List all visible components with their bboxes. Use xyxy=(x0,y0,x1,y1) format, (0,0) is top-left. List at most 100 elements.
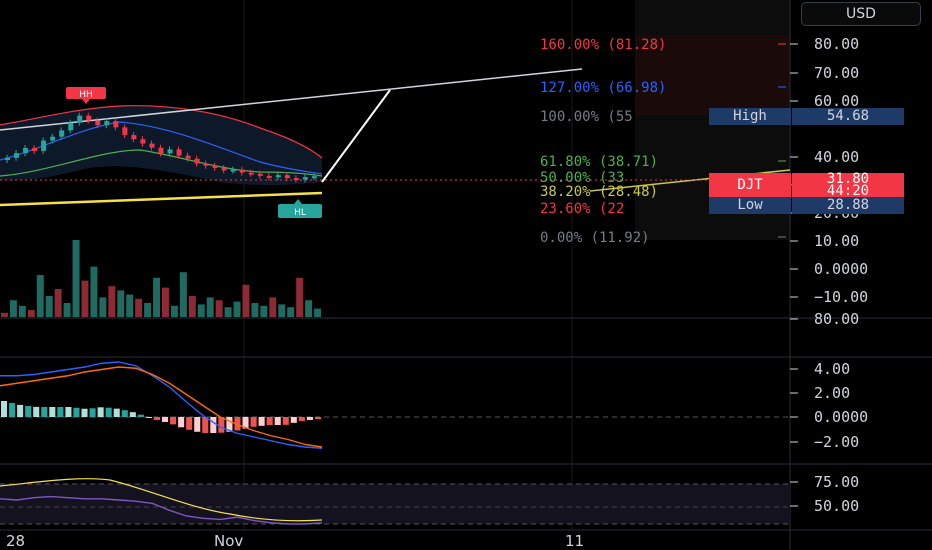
volume-bar xyxy=(215,300,223,317)
high-label: High xyxy=(709,108,791,125)
fib-level-label: 38.20% (28.48) xyxy=(540,184,658,200)
candle xyxy=(77,112,83,126)
macd-hist-bar xyxy=(314,417,321,419)
macd-line xyxy=(0,361,323,449)
rsi-tick: 50.00 xyxy=(814,497,859,515)
macd-hist-bar xyxy=(129,412,136,417)
macd-hist-bar xyxy=(25,405,32,417)
macd-hist-bar xyxy=(298,417,305,421)
candle xyxy=(266,172,272,181)
candle xyxy=(131,132,137,143)
candle xyxy=(158,144,164,157)
volume-bar xyxy=(72,240,80,317)
volume-bars xyxy=(1,240,321,317)
macd-tick: 0.0000 xyxy=(814,408,868,426)
volume-bar xyxy=(233,301,241,317)
candle xyxy=(302,174,308,183)
candle xyxy=(248,169,254,177)
macd-hist-bar xyxy=(137,414,144,417)
macd-axis: 4.00 2.00 0.0000 −2.00 xyxy=(790,360,868,451)
projection-line[interactable] xyxy=(321,89,391,183)
macd-tick: −2.00 xyxy=(814,433,859,451)
macd-hist-bar xyxy=(170,417,177,425)
macd-hist-bar xyxy=(121,410,128,417)
support-trendline[interactable] xyxy=(0,191,323,207)
price-tick: 60.00 xyxy=(814,92,859,110)
macd-hist-bar xyxy=(226,417,233,432)
volume-bar xyxy=(269,297,277,317)
macd-hist-bar xyxy=(89,408,96,417)
candle xyxy=(221,164,227,174)
volume-tick: 80.00 xyxy=(814,310,859,328)
fib-level-label: 50.00% (33 xyxy=(540,170,624,186)
macd-hist-bar xyxy=(33,406,40,417)
candle xyxy=(59,127,65,140)
volume-bar xyxy=(242,284,250,317)
fib-level-label: 160.00% (81.28) xyxy=(540,37,666,53)
volume-bar xyxy=(1,312,8,317)
hh-text: HH xyxy=(79,90,93,100)
currency-button[interactable]: USD xyxy=(801,2,921,26)
macd-hist-bar xyxy=(97,407,104,417)
candle xyxy=(293,175,299,183)
candle xyxy=(284,172,290,182)
macd-hist-bar xyxy=(17,404,24,417)
volume-bar xyxy=(179,272,187,317)
rsi-axis: 75.00 50.00 xyxy=(790,473,859,515)
macd-hist-bar xyxy=(218,417,225,433)
hl-label: HL xyxy=(278,199,322,218)
time-tick: Nov xyxy=(214,532,243,550)
macd-hist-bar xyxy=(153,417,160,421)
volume-bar xyxy=(314,308,321,317)
volume-bar xyxy=(224,307,232,317)
volume-bar xyxy=(305,300,313,317)
volume-bar xyxy=(251,303,259,317)
candles xyxy=(5,112,317,183)
candle xyxy=(140,136,146,147)
fib-level-label: 61.80% (38.71) xyxy=(540,154,658,170)
candle xyxy=(122,124,128,139)
price-tick: 10.00 xyxy=(814,232,859,250)
volume-bar xyxy=(126,294,134,317)
macd-hist-bar xyxy=(274,417,281,425)
fib-level-label: 23.60% (22 xyxy=(540,201,624,217)
candle xyxy=(149,140,155,151)
macd-hist-bar xyxy=(178,417,185,428)
symbol-tag: DJT xyxy=(709,173,791,197)
hh-label: HH xyxy=(66,87,106,104)
high-value: 54.68 xyxy=(792,108,904,125)
current-price: 31.80 xyxy=(826,171,870,187)
price-tick: 40.00 xyxy=(814,148,859,166)
macd-hist-bar xyxy=(242,417,249,429)
candle xyxy=(95,117,101,129)
macd-hist-bar xyxy=(73,407,80,417)
volume-bar xyxy=(108,286,116,317)
volume-bar xyxy=(287,307,295,317)
candle xyxy=(86,112,92,124)
volume-bar xyxy=(296,277,304,317)
macd-hist-bar xyxy=(1,401,8,417)
candle xyxy=(104,118,110,129)
candle xyxy=(167,146,173,157)
macd-tick: 4.00 xyxy=(814,360,850,378)
macd-hist-bar xyxy=(113,408,120,417)
volume-bar xyxy=(197,304,205,317)
macd-hist-bar xyxy=(194,417,201,432)
ma-blue xyxy=(0,121,323,175)
volume-bar xyxy=(27,310,35,317)
candle xyxy=(239,166,245,176)
rsi-line xyxy=(0,495,323,525)
volume-bar xyxy=(81,280,89,317)
volume-bar xyxy=(36,275,44,317)
volume-bar xyxy=(153,277,160,317)
time-axis: 28 Nov 11 xyxy=(6,532,584,550)
bollinger-band xyxy=(0,105,322,185)
candle xyxy=(203,160,209,169)
fib-labels: 160.00% (81.28) 127.00% (66.98) 100.00% (5… xyxy=(540,37,786,246)
fib-level-label: 0.00% (11.92) xyxy=(540,230,650,246)
macd-hist-bar xyxy=(282,417,289,425)
volume-bar xyxy=(9,300,17,317)
candle xyxy=(230,166,236,174)
